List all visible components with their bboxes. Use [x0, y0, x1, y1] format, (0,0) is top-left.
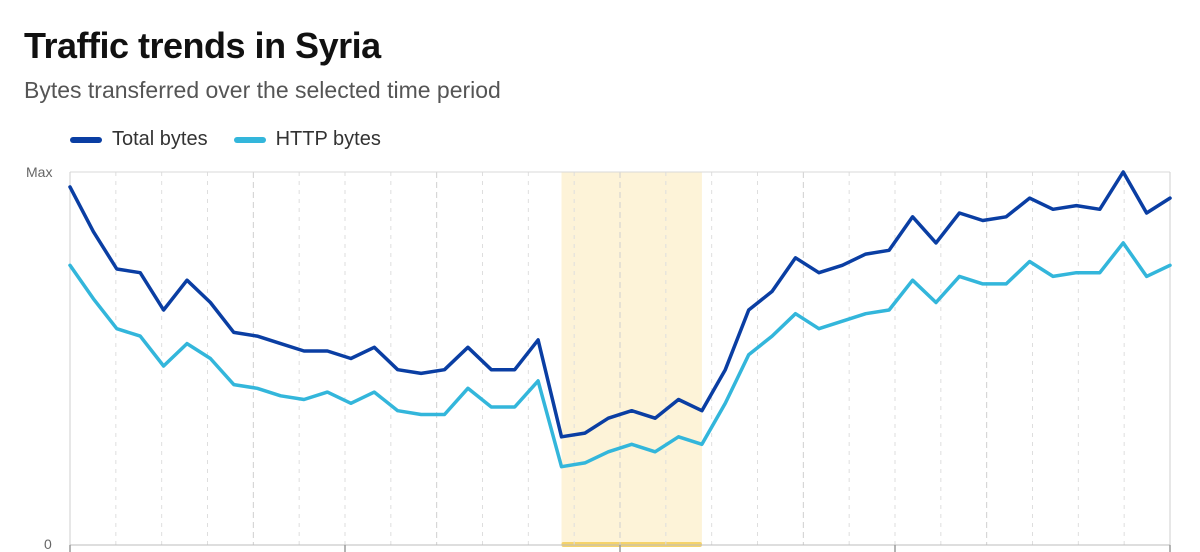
highlight-band: [561, 172, 702, 545]
legend-swatch-total-bytes: [70, 136, 102, 143]
legend-label-total-bytes: Total bytes: [112, 128, 208, 150]
series-line-total-bytes: [68, 170, 1172, 439]
y-tick-label-zero: 0: [44, 536, 52, 552]
legend: Total bytes HTTP bytes: [70, 128, 381, 151]
chart-title: Traffic trends in Syria: [24, 25, 381, 66]
legend-item-http-bytes[interactable]: HTTP bytes: [233, 128, 381, 151]
legend-swatch-http-bytes: [233, 136, 266, 143]
series-line-http-bytes: [68, 241, 1172, 469]
y-tick-label-max: Max: [26, 164, 52, 180]
legend-label-http-bytes: HTTP bytes: [275, 128, 381, 150]
legend-item-total-bytes[interactable]: Total bytes: [70, 128, 208, 151]
chart-subtitle: Bytes transferred over the selected time…: [24, 77, 501, 103]
